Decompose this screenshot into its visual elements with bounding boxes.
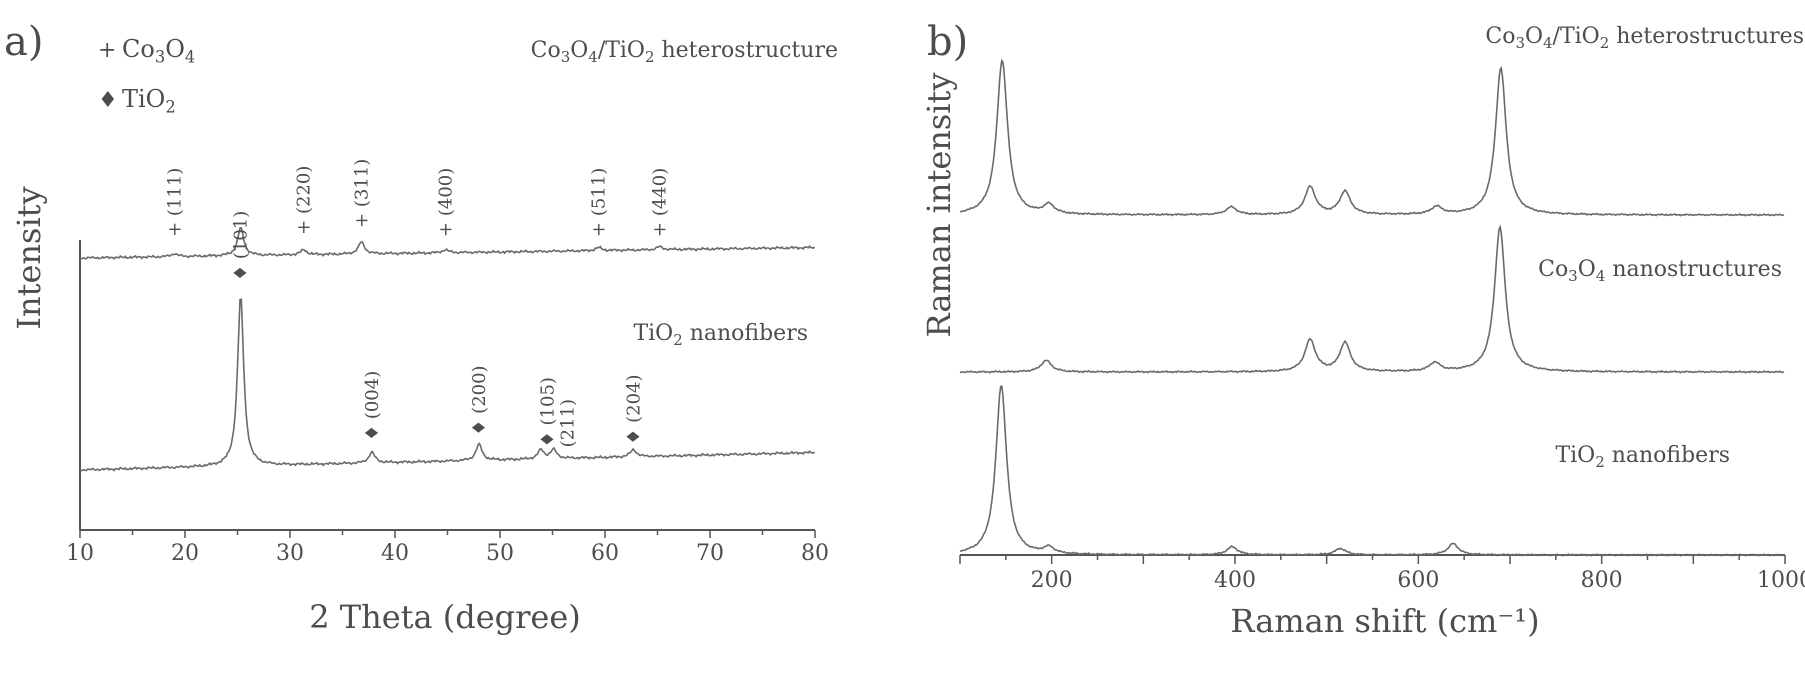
x-tick-label: 800: [1581, 568, 1623, 593]
peak-label: ♦ (004): [362, 371, 383, 441]
series-line: [960, 227, 1784, 373]
legend-symbol: ♦: [98, 88, 118, 113]
x-tick-label: 80: [801, 541, 829, 566]
xrd-chart-panel: 10 20 30 40 50 60 70 80 2 Theta (degree) Intensit…: [0, 0, 870, 687]
series-label: Co3​O4​/TiO2​ heterostructures: [1485, 24, 1804, 52]
peak-label: + (311): [351, 159, 372, 228]
raman-chart-panel: 200 400 600 800 1000 Raman shift (cm⁻¹) Raman …: [920, 0, 1805, 687]
peak-label: ♦ (200): [469, 365, 490, 435]
x-axis-label: 2 Theta (degree): [309, 598, 581, 636]
x-tick-label: 70: [696, 541, 724, 566]
x-tick-label: 400: [1214, 568, 1256, 593]
x-tick-label: 40: [381, 541, 409, 566]
x-tick-label: 20: [171, 541, 199, 566]
x-tick-label: 50: [486, 541, 514, 566]
x-tick-label: 1000: [1757, 568, 1805, 593]
series-label: TiO2​ nanofibers: [633, 321, 808, 349]
legend-label: TiO2​: [122, 85, 176, 116]
x-axis-label: Raman shift (cm⁻¹): [1230, 602, 1539, 640]
xrd-chart: 10 20 30 40 50 60 70 80 2 Theta (degree) Intensit…: [0, 0, 870, 687]
peak-label: + (511): [589, 168, 610, 237]
series-line: [960, 386, 1784, 555]
series-label: Co3​O4​ nanostructures: [1538, 257, 1782, 285]
legend-symbol: +: [98, 38, 116, 63]
legend-label: Co3​O4​: [122, 35, 195, 66]
series-label: TiO2​ nanofibers: [1555, 443, 1730, 471]
peak-label: ♦ (105)(211): [537, 377, 578, 447]
peak-label: ♦ (204): [623, 374, 644, 444]
x-tick-label: 200: [1031, 568, 1073, 593]
y-axis-label: Raman intensity: [920, 73, 958, 338]
x-tick-label: 30: [276, 541, 304, 566]
y-axis-label: Intensity: [10, 186, 48, 329]
peak-label: ♦ (101): [231, 211, 252, 281]
panel-label: a): [4, 19, 43, 65]
series-label: Co3​O4​/TiO2​ heterostructure: [531, 38, 838, 66]
x-tick-label: 60: [591, 541, 619, 566]
series-line: [960, 61, 1784, 216]
peak-label: + (440): [650, 168, 671, 237]
x-tick-label: 600: [1397, 568, 1439, 593]
peak-label: + (220): [294, 166, 315, 235]
x-tick-label: 10: [66, 541, 94, 566]
peak-label: + (400): [435, 168, 456, 237]
raman-chart: 200 400 600 800 1000 Raman shift (cm⁻¹) Raman …: [920, 0, 1805, 687]
panel-label: b): [927, 19, 968, 65]
peak-label: + (111): [165, 168, 186, 237]
